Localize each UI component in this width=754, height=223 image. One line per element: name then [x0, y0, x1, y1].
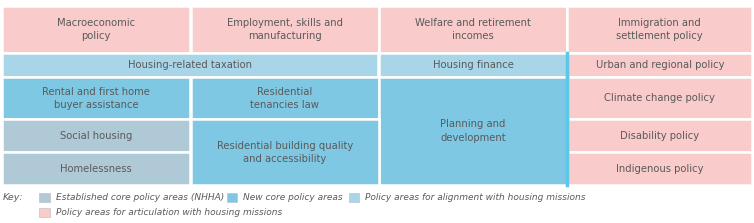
Text: Climate change policy: Climate change policy	[604, 93, 716, 103]
Bar	[2, 152, 190, 185]
Bar	[567, 119, 752, 152]
Text: Residential
tenancies law: Residential tenancies law	[250, 87, 319, 110]
Text: New core policy areas: New core policy areas	[244, 193, 343, 202]
Text: Key:: Key:	[2, 193, 23, 202]
Text: Policy areas for articulation with housing missions: Policy areas for articulation with housi…	[56, 208, 282, 217]
Bar	[379, 77, 567, 185]
Bar	[567, 6, 752, 53]
Text: Disability policy: Disability policy	[621, 131, 699, 141]
Bar	[39, 208, 50, 217]
Text: Policy areas for alignment with housing missions: Policy areas for alignment with housing …	[366, 193, 586, 202]
Bar	[2, 6, 190, 53]
Bar	[349, 193, 360, 202]
Bar	[191, 77, 379, 119]
Text: Housing-related taxation: Housing-related taxation	[128, 60, 252, 70]
Text: Employment, skills and
manufacturing: Employment, skills and manufacturing	[227, 18, 342, 41]
Bar	[191, 119, 379, 185]
Text: Rental and first home
buyer assistance: Rental and first home buyer assistance	[42, 87, 150, 110]
Bar	[567, 53, 752, 77]
Bar	[379, 6, 567, 53]
Text: Macroeconomic
policy: Macroeconomic policy	[57, 18, 135, 41]
Bar	[379, 53, 567, 77]
Text: Indigenous policy: Indigenous policy	[616, 164, 703, 174]
Text: Urban and regional policy: Urban and regional policy	[596, 60, 724, 70]
Text: Social housing: Social housing	[60, 131, 132, 141]
Bar	[567, 77, 752, 119]
Text: Housing finance: Housing finance	[433, 60, 513, 70]
Bar	[2, 119, 190, 152]
Bar	[567, 152, 752, 185]
Bar	[227, 193, 238, 202]
Bar	[39, 193, 50, 202]
Text: Residential building quality
and accessibility: Residential building quality and accessi…	[216, 141, 353, 164]
Bar	[191, 6, 379, 53]
Text: Planning and
development: Planning and development	[440, 120, 506, 143]
Bar	[2, 53, 378, 77]
Text: Established core policy areas (NHHA): Established core policy areas (NHHA)	[56, 193, 224, 202]
Bar	[2, 77, 190, 119]
Text: Immigration and
settlement policy: Immigration and settlement policy	[617, 18, 703, 41]
Text: Homelessness: Homelessness	[60, 164, 132, 174]
Text: Welfare and retirement
incomes: Welfare and retirement incomes	[415, 18, 531, 41]
